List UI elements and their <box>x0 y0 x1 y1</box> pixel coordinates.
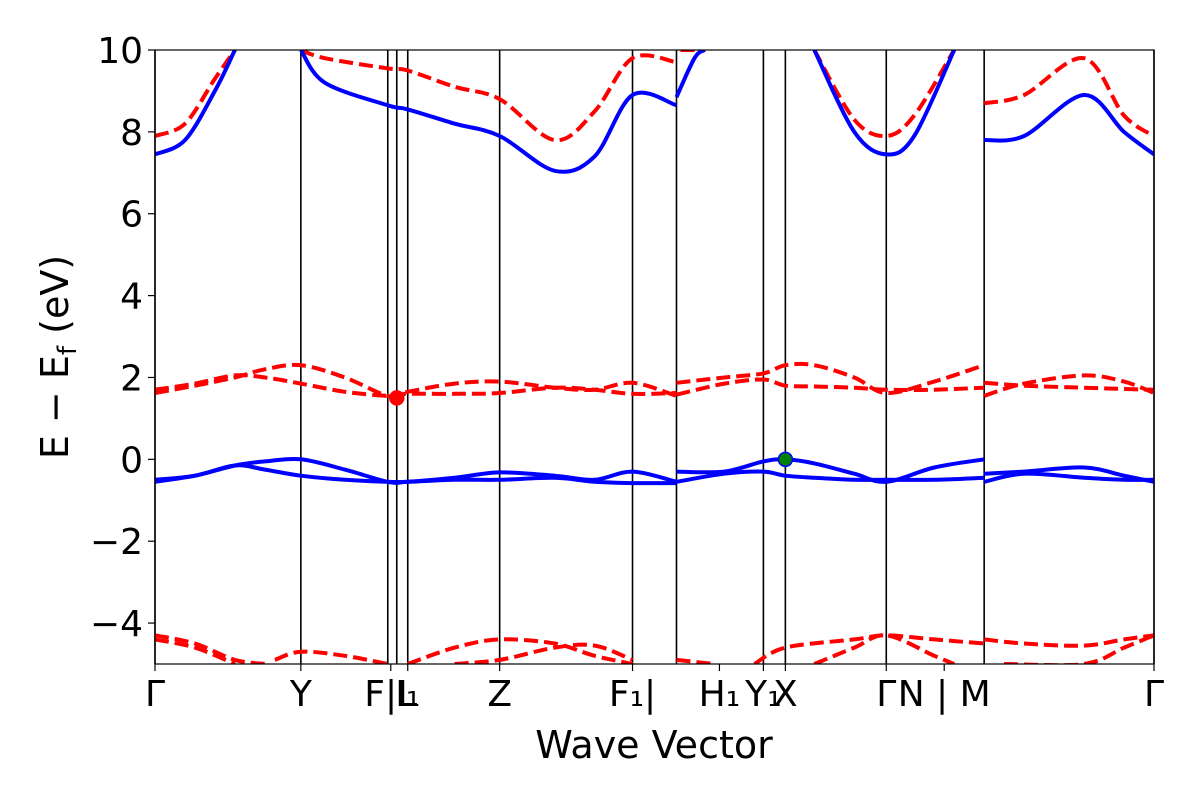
dashed-band-line <box>407 637 633 664</box>
dashed-band-line <box>983 373 1154 398</box>
y-tick-label: 6 <box>120 195 143 236</box>
y-tick-label: 8 <box>120 113 143 154</box>
y-tick-label: 0 <box>120 440 143 481</box>
valence-band-maximum-marker <box>777 451 794 468</box>
x-tick-label: N | M <box>898 674 991 715</box>
solid-band-line <box>155 463 677 486</box>
y-axis-ticks: −4 −2 0 2 4 6 8 10 <box>90 31 155 645</box>
solid-band-line <box>984 465 1154 484</box>
dashed-band-line <box>454 642 634 664</box>
dashed-band-line <box>983 633 1154 648</box>
dashed-band-line <box>1004 633 1154 664</box>
x-tick-label: Y <box>289 674 313 715</box>
dashed-band-line <box>155 50 237 138</box>
x-tick-label: Γ <box>1144 674 1164 715</box>
band-edge-markers <box>389 390 794 468</box>
dashed-band-line <box>676 377 985 397</box>
x-tick-label: Γ <box>876 674 896 715</box>
x-tick-label: F₁| <box>609 674 656 715</box>
x-tick-label: Y₁ <box>744 674 781 715</box>
solid-band-line <box>299 50 678 174</box>
solid-band-line <box>983 92 1154 156</box>
y-tick-label: 4 <box>120 277 143 318</box>
solid-band-line <box>155 50 237 157</box>
svg-text:E − Ef (eV): E − Ef (eV) <box>33 255 83 459</box>
solid-band-line <box>674 50 706 98</box>
solid-band-line <box>983 471 1154 484</box>
conduction-band-minimum-marker <box>389 390 405 406</box>
y-axis-title-subscript: f <box>53 345 83 355</box>
x-tick-label: H₁ <box>699 674 741 715</box>
x-axis-title: Wave Vector <box>535 723 773 767</box>
band-lines <box>155 50 1154 664</box>
dashed-band-line <box>155 373 677 398</box>
x-tick-label: Z <box>487 674 512 715</box>
dashed-band-line <box>300 50 677 143</box>
y-tick-label: 2 <box>120 358 143 399</box>
x-tick-label: F|L <box>364 674 417 715</box>
dashed-band-line <box>155 633 266 664</box>
dashed-band-line <box>676 361 985 396</box>
dashed-band-line <box>984 380 1154 392</box>
solid-band-line <box>676 469 985 484</box>
solid-band-series <box>155 50 1154 486</box>
solid-band-line <box>155 456 677 485</box>
dashed-band-line <box>274 649 389 664</box>
y-tick-label: 10 <box>97 31 143 72</box>
y-tick-label: −2 <box>90 522 143 563</box>
solid-band-line <box>676 457 985 484</box>
dashed-band-line <box>983 56 1154 138</box>
dashed-band-line <box>813 633 955 664</box>
plot-frame <box>154 49 1155 665</box>
y-axis-title: E − Ef (eV) <box>33 255 83 459</box>
dashed-band-line <box>155 637 236 664</box>
x-tick-label: I₁ <box>395 674 420 715</box>
x-tick-label: Γ <box>145 674 165 715</box>
y-tick-label: −4 <box>90 604 143 645</box>
x-tick-label: X <box>773 674 798 715</box>
dashed-band-line <box>676 657 715 664</box>
y-axis-title-main: E − E <box>33 355 77 459</box>
y-axis-title-unit: (eV) <box>33 255 77 334</box>
solid-band-line <box>812 50 957 157</box>
